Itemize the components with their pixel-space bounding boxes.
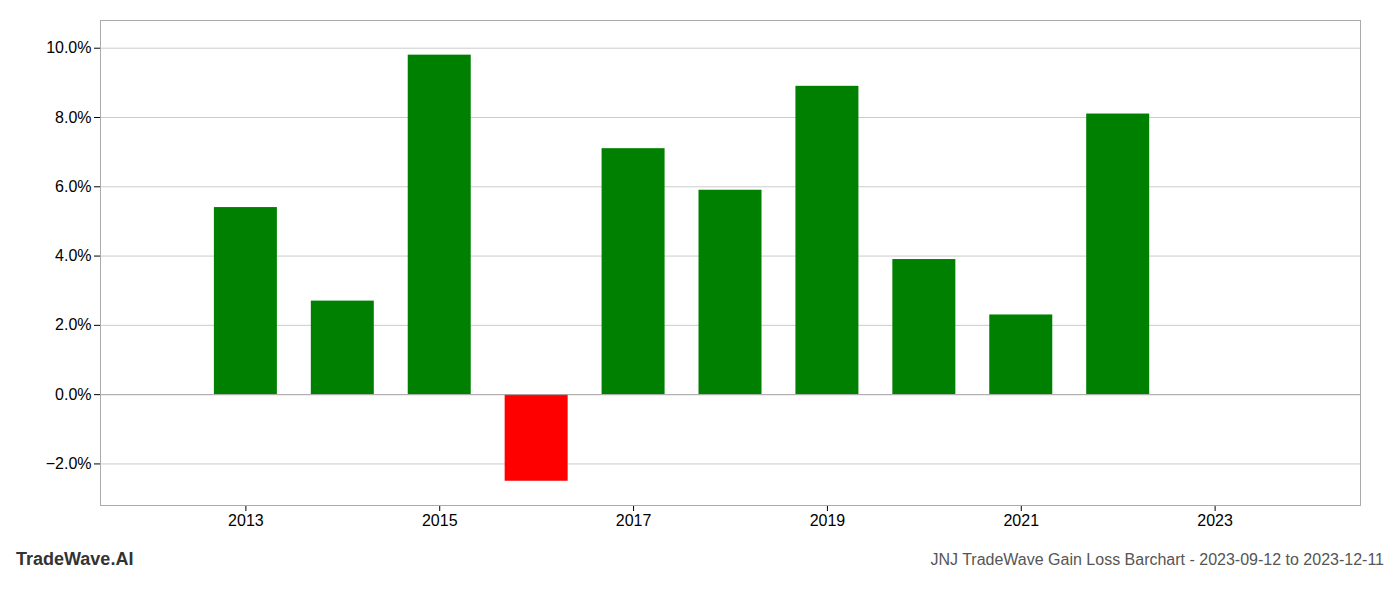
- svg-text:2019: 2019: [810, 512, 846, 529]
- svg-text:2013: 2013: [228, 512, 264, 529]
- svg-text:4.0%: 4.0%: [55, 247, 91, 264]
- svg-text:6.0%: 6.0%: [55, 178, 91, 195]
- svg-text:2023: 2023: [1197, 512, 1233, 529]
- svg-text:2.0%: 2.0%: [55, 316, 91, 333]
- html-text:JNJ TradeWave Gain Loss Barcha: JNJ TradeWave Gain Loss Barchart - 2023-…: [930, 551, 1384, 568]
- html-text:TradeWave.AI: TradeWave.AI: [16, 549, 134, 569]
- svg-text:10.0%: 10.0%: [46, 39, 91, 56]
- svg-text:8.0%: 8.0%: [55, 109, 91, 126]
- svg-text:−2.0%: −2.0%: [46, 455, 92, 472]
- svg-text:2015: 2015: [422, 512, 458, 529]
- svg-text:2021: 2021: [1003, 512, 1039, 529]
- svg-text:0.0%: 0.0%: [55, 386, 91, 403]
- svg-text:2017: 2017: [616, 512, 652, 529]
